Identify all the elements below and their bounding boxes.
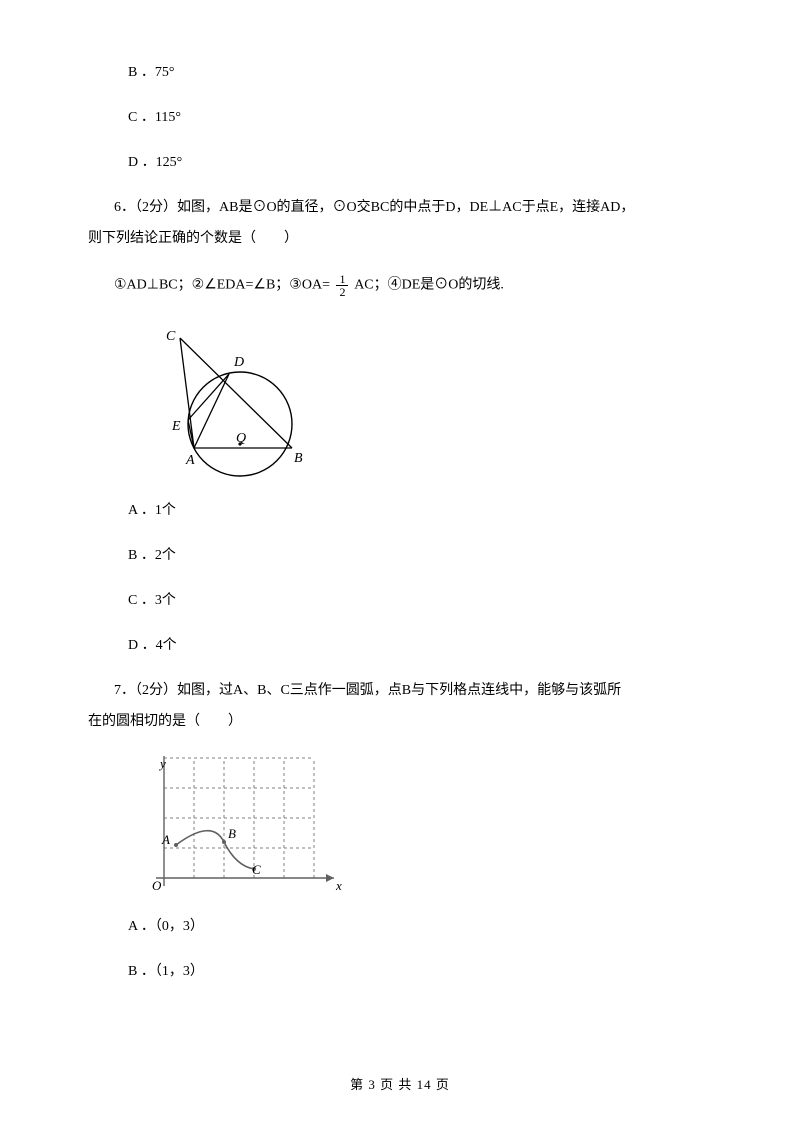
svg-text:C: C bbox=[166, 329, 176, 344]
q6-option-a: A ．1个 bbox=[88, 500, 712, 521]
svg-text:Q: Q bbox=[236, 431, 246, 446]
q7-figure: y x O A B C bbox=[136, 756, 712, 898]
q6-stmt-post: AC；④DE是⊙O的切线. bbox=[351, 278, 503, 293]
page-footer: 第 3 页 共 14 页 bbox=[0, 1075, 800, 1095]
svg-text:A: A bbox=[185, 453, 195, 468]
svg-text:B: B bbox=[294, 451, 303, 466]
svg-text:A: A bbox=[161, 832, 170, 847]
q7-stem-1: 7．（2分）如图，过A、B、C三点作一圆弧，点B与下列格点连线中，能够与该弧所 bbox=[88, 680, 712, 701]
q6-figure: C D E A Q B bbox=[136, 322, 712, 482]
q5-option-c: C ．115° bbox=[88, 107, 712, 128]
q6-statements: ①AD⊥BC；②∠EDA=∠B；③OA= 12 AC；④DE是⊙O的切线. bbox=[88, 273, 712, 298]
q5-option-d: D ．125° bbox=[88, 152, 712, 173]
q6-option-b: B ．2个 bbox=[88, 545, 712, 566]
q5-option-b: B ．75° bbox=[88, 62, 712, 83]
fraction: 12 bbox=[336, 273, 348, 298]
q6-option-c: C ．3个 bbox=[88, 590, 712, 611]
q6-stem-2: 则下列结论正确的个数是（ ） bbox=[88, 228, 712, 249]
svg-text:x: x bbox=[335, 878, 342, 893]
svg-text:B: B bbox=[228, 826, 236, 841]
q6-stmt-pre: ①AD⊥BC；②∠EDA=∠B；③OA= bbox=[114, 278, 333, 293]
svg-text:C: C bbox=[252, 862, 261, 877]
q7-option-a: A ．（0，3） bbox=[88, 916, 712, 937]
q6-stem-1: 6．（2分）如图，AB是⊙O的直径，⊙O交BC的中点于D，DE⊥AC于点E，连接… bbox=[88, 197, 712, 218]
svg-text:O: O bbox=[152, 878, 162, 893]
frac-den: 2 bbox=[336, 286, 348, 298]
q7-option-b: B ．（1，3） bbox=[88, 961, 712, 982]
q6-option-d: D ．4个 bbox=[88, 635, 712, 656]
q6-svg: C D E A Q B bbox=[136, 322, 320, 482]
q7-svg: y x O A B C bbox=[136, 756, 348, 898]
svg-text:D: D bbox=[233, 355, 244, 370]
svg-text:y: y bbox=[158, 756, 166, 771]
svg-text:E: E bbox=[171, 419, 181, 434]
q7-stem-2: 在的圆相切的是（ ） bbox=[88, 711, 712, 732]
